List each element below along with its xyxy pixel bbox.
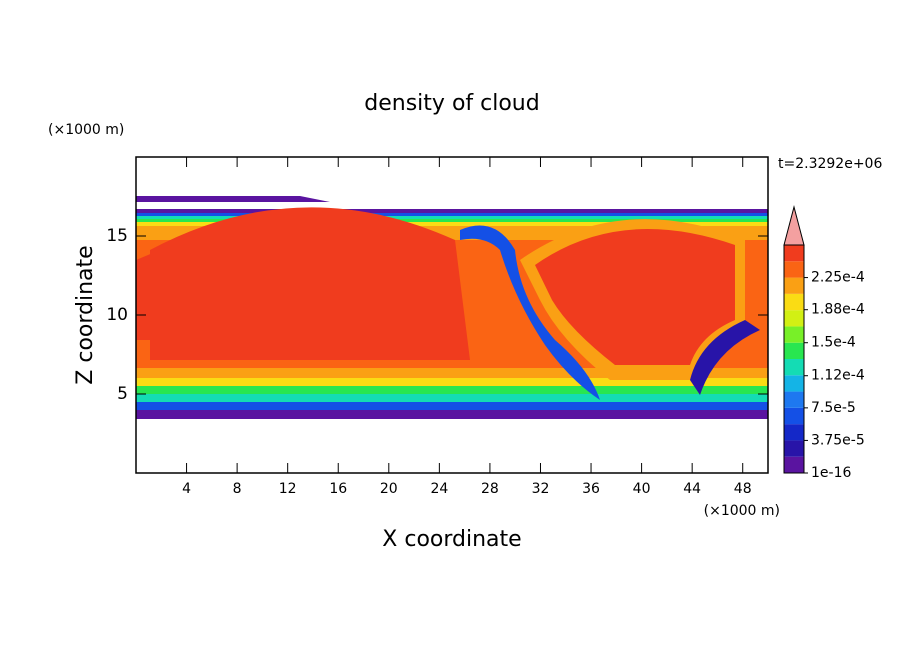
x-tick-label: 32 xyxy=(532,481,550,497)
dome xyxy=(535,229,735,365)
time-label: t=2.3292e+06 xyxy=(778,156,882,172)
colorbar-label: 7.5e-5 xyxy=(811,400,856,416)
colorbar-label: 1.5e-4 xyxy=(811,335,856,351)
y-tick-label: 10 xyxy=(106,305,128,325)
y-axis-label: Z coordinate xyxy=(73,245,98,384)
x-tick-label: 44 xyxy=(683,481,701,497)
x-tick-label: 16 xyxy=(329,481,347,497)
dome xyxy=(136,250,160,340)
colorbar-band xyxy=(784,359,804,376)
colorbar-band xyxy=(784,456,804,473)
colorbar-band xyxy=(784,407,804,425)
colorbar-band xyxy=(784,245,804,262)
x-tick-label: 48 xyxy=(734,481,752,497)
x-tick-label: 8 xyxy=(233,481,242,497)
swirl xyxy=(460,225,600,400)
y-tick-label: 15 xyxy=(106,226,128,246)
colorbar-band xyxy=(784,391,804,408)
x-tick-label: 20 xyxy=(380,481,398,497)
colorbar-band xyxy=(784,342,804,359)
colorbar-band xyxy=(784,440,804,457)
colorbar-label: 1.88e-4 xyxy=(811,302,865,318)
colorbar-band xyxy=(784,326,804,343)
colorbar-band xyxy=(784,277,804,294)
x-tick-label: 12 xyxy=(279,481,297,497)
colorbar-label: 1.12e-4 xyxy=(811,368,865,384)
band xyxy=(136,196,330,202)
colorbar-label: 2.25e-4 xyxy=(811,270,865,286)
x-tick-label: 4 xyxy=(182,481,191,497)
colorbar-band xyxy=(784,375,804,392)
colorbar-band xyxy=(784,261,804,278)
x-tick-label: 40 xyxy=(633,481,651,497)
colorbar-label: 3.75e-5 xyxy=(811,432,865,448)
x-tick-label: 28 xyxy=(481,481,499,497)
x-axis-label: X coordinate xyxy=(382,527,521,552)
colorbar-extension xyxy=(783,205,805,246)
y-tick-label: 5 xyxy=(117,384,128,404)
y-unit: (×1000 m) xyxy=(48,122,124,138)
contour-field xyxy=(136,196,768,419)
x-tick-label: 36 xyxy=(582,481,600,497)
swirl xyxy=(690,320,760,395)
chart-title: density of cloud xyxy=(364,91,539,116)
colorbar-band xyxy=(784,293,804,311)
colorbar-band xyxy=(784,310,804,327)
colorbar-label: 1e-16 xyxy=(811,465,851,481)
colorbar-band xyxy=(784,424,804,441)
x-unit: (×1000 m) xyxy=(704,503,780,519)
x-tick-label: 24 xyxy=(430,481,448,497)
dome xyxy=(150,207,470,360)
colorbar-frame xyxy=(783,244,805,474)
